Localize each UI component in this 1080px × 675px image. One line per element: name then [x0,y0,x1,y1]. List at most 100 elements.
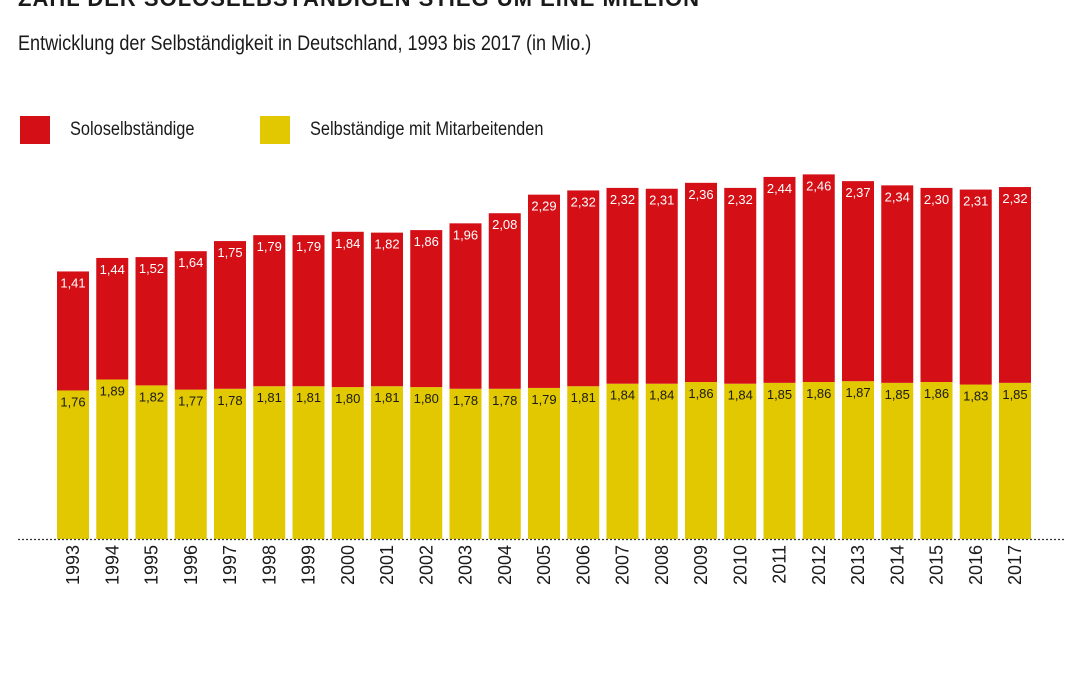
bar-employers-2004 [488,388,521,539]
x-tick-label-2005: 2005 [534,545,554,585]
bar-solo-2016 [959,189,992,385]
data-label-employers-2008: 1,84 [649,388,674,403]
bar-employers-2012 [802,382,835,539]
data-label-solo-2003: 1,96 [453,227,478,242]
chart-headline: ZAHL DER SOLOSELBSTÄNDIGEN STIEG UM EINE… [18,0,700,12]
bar-solo-2010 [724,187,757,384]
bar-solo-2012 [802,174,835,383]
data-label-employers-2004: 1,78 [492,393,517,408]
x-tick-label-2004: 2004 [495,545,515,585]
data-label-employers-1996: 1,77 [178,394,203,409]
bar-employers-1996 [174,389,207,539]
data-label-solo-2015: 2,30 [924,192,949,207]
bar-solo-2014 [881,185,914,383]
x-tick-label-2015: 2015 [927,545,947,585]
bar-employers-1994 [96,379,129,539]
bar-employers-2011 [763,382,796,539]
bar-employers-2017 [999,382,1031,539]
data-label-solo-1999: 1,79 [296,239,321,254]
bar-solo-1995 [135,257,168,386]
bar-solo-1998 [253,235,286,387]
x-tick-label-2008: 2008 [652,545,672,585]
data-label-solo-2002: 1,86 [414,234,439,249]
x-tick-label-2006: 2006 [573,545,593,585]
data-label-employers-1994: 1,89 [100,383,125,398]
bar-employers-2009 [685,382,717,539]
bar-solo-1999 [292,235,325,387]
x-tick-label-1996: 1996 [181,545,201,585]
x-tick-label-1999: 1999 [299,545,319,585]
data-label-solo-2014: 2,34 [885,189,910,204]
bar-employers-1999 [292,386,325,539]
data-label-employers-1997: 1,78 [217,393,242,408]
bar-solo-2011 [763,176,796,383]
data-label-employers-2016: 1,83 [963,389,988,404]
data-label-solo-2007: 2,32 [610,192,635,207]
data-label-employers-2012: 1,86 [806,386,831,401]
bar-employers-2002 [410,387,443,539]
data-label-employers-2009: 1,86 [688,386,713,401]
x-tick-label-2012: 2012 [809,545,829,585]
x-tick-label-2000: 2000 [338,545,358,585]
chart-subtitle: Entwicklung der Selbständigkeit in Deuts… [18,32,592,55]
bar-employers-2014 [881,382,914,539]
bar-employers-1997 [214,388,246,539]
data-label-employers-2007: 1,84 [610,388,635,403]
legend-label-solo: Soloselbständige [70,119,195,140]
data-label-employers-2000: 1,80 [335,391,360,406]
bar-employers-1993 [57,390,89,539]
data-label-solo-1994: 1,44 [100,262,125,277]
bar-solo-2001 [371,232,403,387]
data-label-employers-2002: 1,80 [414,391,439,406]
bar-employers-2000 [331,387,364,539]
legend-swatch-employers [260,116,290,144]
bar-solo-2009 [685,182,717,383]
bar-employers-2008 [645,383,678,539]
bar-employers-2010 [724,383,757,539]
data-label-employers-1993: 1,76 [60,394,85,409]
x-tick-label-2001: 2001 [377,545,397,585]
data-label-solo-2005: 2,29 [531,199,556,214]
bar-employers-2006 [567,386,600,539]
legend-swatch-solo [20,116,50,144]
bar-solo-1996 [174,251,207,390]
bar-employers-2007 [606,383,639,539]
data-label-solo-1997: 1,75 [217,245,242,260]
data-label-solo-2010: 2,32 [728,192,753,207]
data-label-employers-2011: 1,85 [767,387,792,402]
bar-solo-2003 [449,223,482,389]
data-label-employers-1999: 1,81 [296,390,321,405]
bar-solo-2017 [999,187,1031,383]
bar-employers-2015 [920,382,953,539]
data-label-solo-2016: 2,31 [963,194,988,209]
x-tick-label-1994: 1994 [102,545,122,585]
data-label-solo-2017: 2,32 [1002,191,1027,206]
bar-solo-2004 [488,213,521,389]
bar-employers-2005 [528,387,560,539]
data-label-solo-1993: 1,41 [60,275,85,290]
x-tick-label-2003: 2003 [456,545,476,585]
data-label-solo-1998: 1,79 [257,239,282,254]
x-tick-label-1997: 1997 [220,545,240,585]
bar-employers-2003 [449,388,482,539]
data-label-employers-2017: 1,85 [1002,387,1027,402]
data-label-solo-2000: 1,84 [335,236,360,251]
bar-solo-2000 [331,231,364,388]
x-tick-label-2010: 2010 [730,545,750,585]
data-label-employers-2014: 1,85 [885,387,910,402]
x-tick-label-2011: 2011 [770,545,790,584]
data-label-solo-2008: 2,31 [649,193,674,208]
x-tick-label-2013: 2013 [848,545,868,585]
bar-solo-2007 [606,187,639,384]
bar-solo-1994 [96,257,129,380]
data-label-solo-2012: 2,46 [806,178,831,193]
x-tick-label-1998: 1998 [259,545,279,585]
data-label-employers-2013: 1,87 [845,385,870,400]
data-label-employers-2010: 1,84 [728,388,753,403]
data-label-solo-2006: 2,32 [571,194,596,209]
bar-solo-2015 [920,187,953,383]
bar-employers-1995 [135,385,168,539]
data-label-solo-2004: 2,08 [492,217,517,232]
x-tick-label-2002: 2002 [416,545,436,585]
